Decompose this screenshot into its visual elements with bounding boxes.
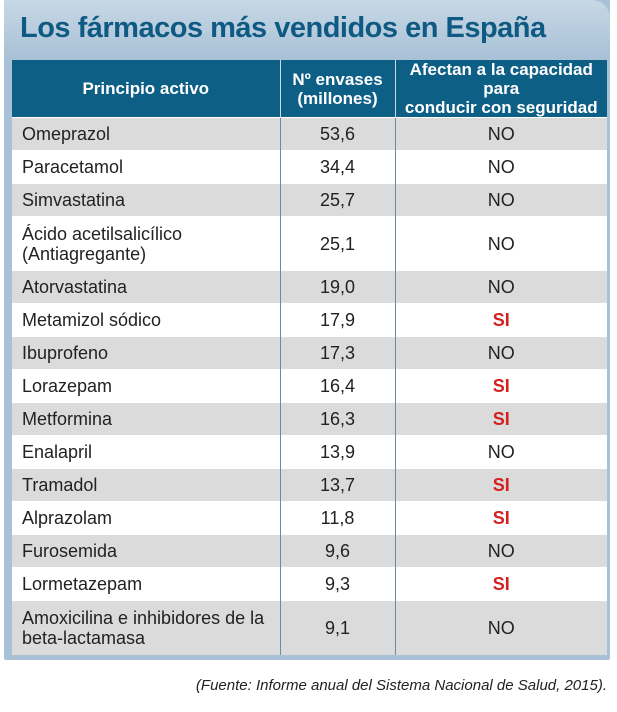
drug-name: Ácido acetilsalicílico [22,223,183,244]
drug-name: Omeprazol [22,124,111,144]
drug-name: Lorazepam [22,376,113,396]
header-active-ingredient-label: Principio activo [82,79,210,98]
table-row: Omeprazol 53,6 NO [12,117,607,151]
cell-active-ingredient: Paracetamol [12,150,280,184]
cell-driving-effect: SI [394,567,607,601]
table-row: Furosemida 9,6 NO [12,534,607,568]
cell-active-ingredient: Tramadol [12,468,280,502]
cell-driving-effect: NO [394,150,607,184]
cell-driving-effect: NO [394,183,607,217]
cell-driving-effect: NO [394,336,607,370]
table-row: Tramadol 13,7 SI [12,468,607,502]
drug-name: Metformina [22,409,113,429]
cell-units: 53,6 [279,117,395,151]
cell-driving-effect: SI [394,303,607,337]
table-row: Enalapril 13,9 NO [12,435,607,469]
cell-units: 34,4 [279,150,395,184]
cell-units: 17,3 [279,336,395,370]
drug-name-line2: (Antiagregante) [22,243,147,264]
cell-driving-effect: NO [394,600,607,655]
drug-name: Paracetamol [22,157,124,177]
cell-active-ingredient: Alprazolam [12,501,280,535]
cell-active-ingredient: Metamizol sódico [12,303,280,337]
cell-units: 9,3 [279,567,395,601]
drug-name: Furosemida [22,541,118,561]
table-row: Ibuprofeno 17,3 NO [12,336,607,370]
cell-active-ingredient: Ibuprofeno [12,336,280,370]
cell-units: 9,1 [279,600,395,655]
drugs-table: Principio activo Nº envases (millones) A… [12,60,607,655]
table-row: Simvastatina 25,7 NO [12,183,607,217]
drug-name: Amoxicilina e inhibidores de la [22,607,265,628]
cell-driving-effect: NO [394,534,607,568]
cell-units: 13,9 [279,435,395,469]
drug-name: Tramadol [22,475,98,495]
cell-active-ingredient: Amoxicilina e inhibidores de la beta-lact… [12,600,280,655]
table-row: Lormetazepam 9,3 SI [12,567,607,601]
header-driving-line1: Afectan a la capacidad para [409,60,593,98]
table-row: Lorazepam 16,4 SI [12,369,607,403]
header-units-line2: (millones) [297,88,378,108]
cell-driving-effect: NO [394,435,607,469]
cell-active-ingredient: Ácido acetilsalicílico (Antiagregante) [12,216,280,271]
table-row: Metamizol sódico 17,9 SI [12,303,607,337]
cell-active-ingredient: Lorazepam [12,369,280,403]
header-units-line1: Nº envases [292,69,383,89]
cell-units: 25,7 [279,183,395,217]
cell-active-ingredient: Metformina [12,402,280,436]
cell-driving-effect: SI [394,369,607,403]
cell-units: 25,1 [279,216,395,271]
cell-units: 11,8 [279,501,395,535]
drug-name-line2: beta-lactamasa [22,627,146,648]
table-header: Principio activo Nº envases (millones) A… [12,60,607,118]
cell-driving-effect: SI [394,501,607,535]
table-row: Paracetamol 34,4 NO [12,150,607,184]
drug-name: Metamizol sódico [22,310,162,330]
cell-active-ingredient: Omeprazol [12,117,280,151]
cell-driving-effect: SI [394,468,607,502]
cell-units: 9,6 [279,534,395,568]
page-title: Los fármacos más vendidos en España [20,12,546,44]
drug-name: Simvastatina [22,190,126,210]
header-units: Nº envases (millones) [279,60,395,118]
drug-name: Enalapril [22,442,93,462]
cell-active-ingredient: Atorvastatina [12,270,280,304]
header-driving-effect: Afectan a la capacidad para conducir con… [394,60,607,118]
table-row: Alprazolam 11,8 SI [12,501,607,535]
cell-units: 19,0 [279,270,395,304]
drug-name: Alprazolam [22,508,113,528]
cell-driving-effect: NO [394,216,607,271]
cell-active-ingredient: Enalapril [12,435,280,469]
table-row: Ácido acetilsalicílico (Antiagregante) 25,… [12,216,607,271]
header-driving-line2: conducir con seguridad [404,98,598,117]
cell-units: 16,3 [279,402,395,436]
drug-name: Lormetazepam [22,574,143,594]
drug-name: Atorvastatina [22,277,128,297]
drug-name: Ibuprofeno [22,343,109,363]
cell-driving-effect: SI [394,402,607,436]
table-row: Metformina 16,3 SI [12,402,607,436]
cell-units: 13,7 [279,468,395,502]
cell-driving-effect: NO [394,270,607,304]
cell-active-ingredient: Simvastatina [12,183,280,217]
cell-driving-effect: NO [394,117,607,151]
cell-units: 17,9 [279,303,395,337]
cell-units: 16,4 [279,369,395,403]
title-bar: Los fármacos más vendidos en España [4,0,610,58]
cell-active-ingredient: Lormetazepam [12,567,280,601]
table-row: Atorvastatina 19,0 NO [12,270,607,304]
cell-active-ingredient: Furosemida [12,534,280,568]
table-row: Amoxicilina e inhibidores de la beta-lact… [12,600,607,655]
source-note: (Fuente: Informe anual del Sistema Nacio… [195,677,607,694]
table-body: Omeprazol 53,6 NO Paracetamol 34,4 NO Simvasta… [12,117,607,655]
table-bottom-border [12,655,607,657]
header-active-ingredient: Principio activo [12,60,280,118]
